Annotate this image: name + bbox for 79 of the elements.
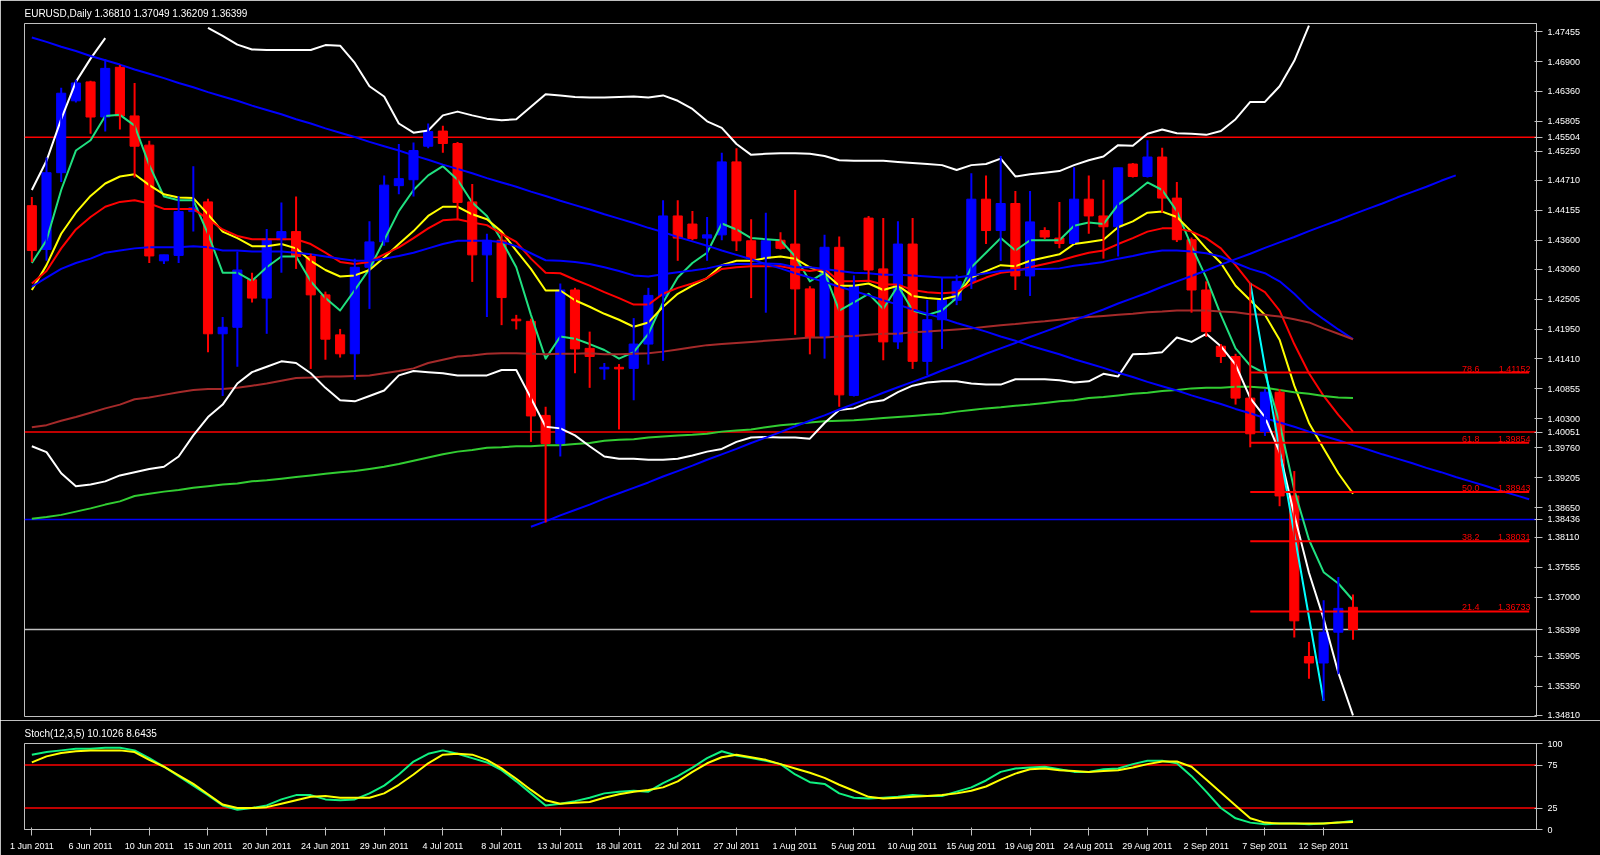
y-tick-label: 1.37555: [1547, 562, 1581, 573]
x-tick-label: 1 Aug 2011: [772, 840, 818, 851]
candlestick: [863, 214, 874, 283]
line-series: [1249, 281, 1325, 702]
annotation: 50.0: [1461, 483, 1480, 493]
y-tick-label: 1.41950: [1547, 324, 1581, 335]
y-tick-label: 1.40300: [1547, 413, 1581, 424]
x-tick-label: 15 Aug 2011: [946, 840, 997, 851]
candlestick: [599, 361, 610, 381]
annotation: 1.39854: [1497, 433, 1531, 444]
ref-line-label: 1.38436: [1547, 514, 1581, 525]
y-tick-label: 1.43060: [1547, 264, 1581, 275]
x-tick-label: 10 Aug 2011: [887, 840, 938, 851]
x-tick-label: 29 Jun 2011: [359, 840, 409, 851]
chart-title: EURUSD,Daily 1.36810 1.37049 1.36209 1.36399: [24, 7, 248, 19]
y-tick-label: 1.45805: [1547, 116, 1581, 127]
y-tick-label: 1.44710: [1547, 175, 1581, 186]
line-series: [30, 385, 1354, 520]
y-tick-label: 1.37000: [1547, 592, 1581, 603]
y-tick-label: 100: [1547, 738, 1563, 749]
annotation: 61.8: [1461, 433, 1480, 444]
candlestick: [702, 216, 713, 262]
x-tick-label: 24 Jun 2011: [300, 840, 350, 851]
x-tick-label: 18 Jul 2011: [596, 840, 642, 851]
annotation: 1.38031: [1497, 532, 1531, 543]
x-tick-label: 20 Jun 2011: [242, 840, 292, 851]
x-tick-label: 19 Aug 2011: [1004, 840, 1055, 851]
x-tick-label: 24 Aug 2011: [1063, 840, 1114, 851]
y-tick-label: 1.45250: [1547, 146, 1581, 157]
x-tick-label: 7 Sep 2011: [1242, 840, 1288, 851]
y-tick-label: 1.46900: [1547, 56, 1581, 67]
y-tick-label: 1.40855: [1547, 383, 1581, 394]
y-tick-label: 1.38650: [1547, 502, 1581, 513]
y-tick-label: 1.38110: [1547, 532, 1580, 543]
candlestick: [613, 363, 625, 431]
y-tick-label: 1.43600: [1547, 235, 1581, 246]
x-tick-label: 29 Aug 2011: [1122, 840, 1173, 851]
y-tick-label: 1.34810: [1547, 710, 1581, 721]
annotation: 1.36733: [1497, 602, 1531, 613]
ref-line-label: 25: [1547, 803, 1558, 813]
y-tick-label: 1.39760: [1547, 442, 1581, 453]
y-tick-label: 1.42505: [1547, 294, 1581, 305]
y-tick-label: 0: [1547, 824, 1553, 835]
y-tick-label: 1.47455: [1547, 26, 1581, 37]
line-series: [30, 113, 1354, 602]
annotation: 38.2: [1461, 532, 1480, 543]
annotation: 21.4: [1461, 602, 1480, 613]
x-tick-label: 2 Sep 2011: [1183, 840, 1229, 851]
x-tick-label: 8 Jul 2011: [481, 840, 523, 851]
candlestick: [85, 79, 96, 135]
y-tick-label: 1.39205: [1547, 472, 1581, 483]
x-tick-label: 6 Jun 2011: [68, 840, 113, 851]
chart-title: Stoch(12,3,5) 10.1026 8.6435: [24, 727, 158, 739]
x-tick-label: 22 Jul 2011: [654, 840, 701, 851]
y-tick-label: 1.35905: [1547, 651, 1581, 662]
line-series: [30, 309, 1354, 429]
x-tick-label: 15 Jun 2011: [183, 840, 233, 851]
ref-line-label: 1.36399: [1547, 624, 1581, 635]
x-tick-label: 13 Jul 2011: [537, 840, 584, 851]
ref-line-label: 1.45504: [1547, 132, 1581, 143]
candlestick: [1142, 139, 1153, 179]
line-series: [30, 332, 1354, 717]
x-tick-label: 4 Jul 2011: [422, 840, 464, 851]
annotation: 1.41152: [1498, 363, 1531, 374]
x-tick-label: 27 Jul 2011: [713, 840, 760, 851]
candlestick: [687, 210, 698, 242]
y-tick-label: 1.41410: [1547, 353, 1581, 364]
y-tick-label: 1.44155: [1547, 205, 1581, 216]
y-tick-label: 1.35350: [1547, 681, 1581, 692]
x-tick-label: 5 Aug 2011: [831, 840, 877, 851]
annotation: 78.6: [1461, 363, 1480, 374]
line-series: [30, 173, 1354, 495]
ref-line-label: 1.40051: [1547, 427, 1581, 438]
y-tick-label: 1.46360: [1547, 86, 1581, 97]
x-tick-label: 1 Jun 2011: [9, 840, 54, 851]
annotation: 1.38943: [1497, 483, 1531, 493]
ref-line-label: 75: [1547, 760, 1558, 770]
x-tick-label: 12 Sep 2011: [1298, 840, 1349, 851]
x-tick-label: 10 Jun 2011: [124, 840, 174, 851]
